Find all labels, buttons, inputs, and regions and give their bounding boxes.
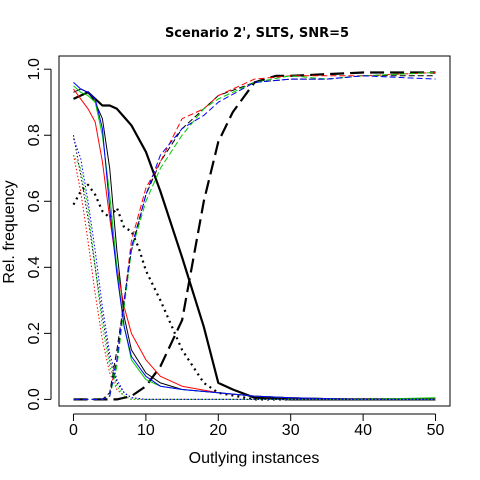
chart-title: Scenario 2', SLTS, SNR=5 — [165, 26, 349, 41]
series-line-7 — [73, 82, 436, 400]
plot-frame — [58, 55, 451, 407]
x-tick-label: 0 — [69, 422, 78, 439]
y-tick-label: 0.0 — [26, 388, 43, 410]
x-tick-label: 50 — [427, 422, 445, 439]
series-line-14 — [73, 154, 436, 400]
y-axis-label: Rel. frequency — [1, 180, 18, 283]
series-line-8 — [73, 75, 436, 400]
series-line-1 — [73, 91, 436, 401]
y-tick-label: 0.6 — [26, 190, 43, 212]
x-tick-label: 10 — [137, 422, 155, 439]
y-tick-label: 0.4 — [26, 256, 43, 278]
x-tick-label: 30 — [282, 422, 300, 439]
series-line-6 — [73, 85, 436, 400]
series-group — [72, 71, 436, 401]
series-line-11 — [73, 75, 436, 400]
series-line-15 — [73, 138, 436, 400]
y-tick-label: 0.8 — [26, 124, 43, 146]
series-line-4 — [73, 88, 436, 400]
series-line-10 — [73, 72, 436, 400]
series-line-5 — [73, 88, 436, 400]
x-tick-label: 40 — [354, 422, 372, 439]
y-tick-label: 0.2 — [26, 322, 43, 344]
y-tick-label: 1.0 — [26, 58, 43, 80]
x-axis: 0 10 20 30 40 50 — [69, 413, 445, 439]
x-tick-label: 20 — [209, 422, 227, 439]
x-axis-label: Outlying instances — [189, 450, 320, 467]
series-line-2 — [73, 71, 436, 401]
y-axis: 0.0 0.2 0.4 0.6 0.8 1.0 — [26, 58, 52, 411]
series-line-3 — [72, 183, 436, 401]
